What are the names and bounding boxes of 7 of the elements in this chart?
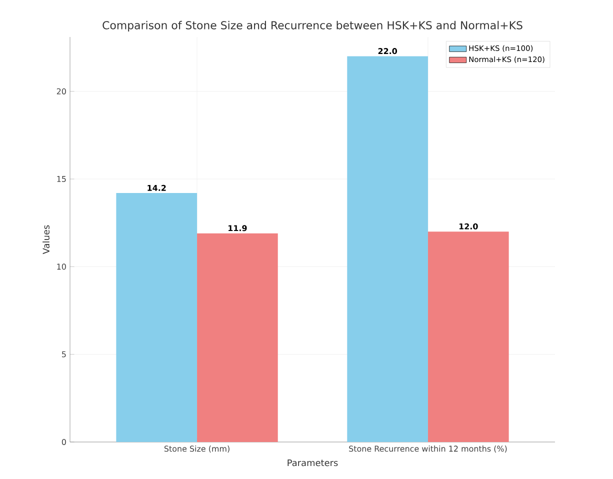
bar <box>347 56 428 442</box>
x-axis-title: Parameters <box>288 459 338 466</box>
bar <box>116 193 198 442</box>
chart-title: Comparison of Stone Size and Recurrence between HSK+KS and Normal+KS <box>102 20 522 32</box>
y-axis-title: Values <box>42 225 50 254</box>
bar <box>428 232 509 442</box>
bar <box>197 233 278 442</box>
